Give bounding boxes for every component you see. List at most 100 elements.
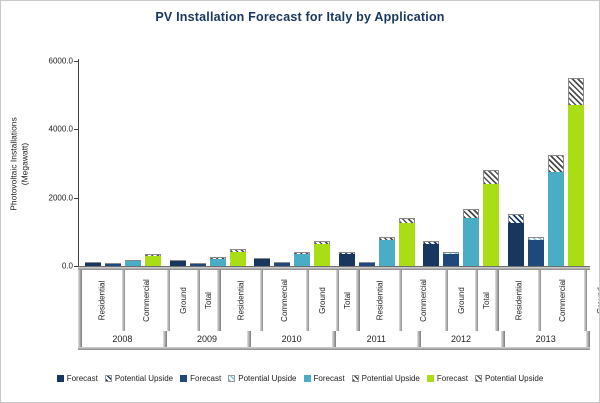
category-cell-residential-2011: Residential bbox=[499, 270, 539, 331]
bar-commercial-2013-forecast bbox=[527, 240, 544, 266]
group-divider-strip bbox=[355, 270, 360, 331]
bar-residential-2009 bbox=[169, 260, 186, 266]
category-label-residential-2009: Residential bbox=[236, 280, 246, 321]
category-cell-total-2008: Total bbox=[200, 270, 217, 331]
bar-commercial-2010-forecast bbox=[274, 263, 291, 266]
bar-cell-total-2012 bbox=[481, 61, 501, 266]
bar-cell-commercial-2012 bbox=[441, 61, 461, 266]
bar-cell-ground-2012 bbox=[461, 61, 481, 266]
category-cell-commercial-2011: Commercial bbox=[541, 270, 584, 331]
bar-commercial-2008-potential-upside bbox=[105, 263, 122, 264]
bar-cell-residential-2009 bbox=[168, 61, 188, 266]
bar-total-2013-potential-upside bbox=[567, 78, 584, 105]
bar-residential-2010-forecast bbox=[254, 259, 271, 266]
category-label-residential-2008: Residential bbox=[97, 280, 107, 321]
legend-swatch-ground-potential-upside bbox=[351, 375, 359, 382]
legend-item-total-forecast: Forecast bbox=[426, 374, 468, 383]
bar-cell-total-2013 bbox=[566, 61, 586, 266]
bar-ground-2008-potential-upside bbox=[125, 260, 142, 261]
category-label-total-2008: Total bbox=[203, 292, 213, 309]
bar-cell-total-2010 bbox=[312, 61, 332, 266]
bar-ground-2012-potential-upside bbox=[463, 209, 480, 218]
legend-item-residential-potential-upside: Potential Upside bbox=[104, 374, 173, 383]
y-tick-mark-4000.0 bbox=[74, 129, 78, 131]
bar-total-2008-potential-upside bbox=[145, 254, 162, 256]
y-axis-title-line2: (Megawatt) bbox=[19, 142, 30, 186]
category-label-ground-2008: Ground bbox=[179, 287, 189, 314]
legend-swatch-ground-forecast bbox=[303, 375, 311, 382]
bar-ground-2011 bbox=[378, 237, 395, 266]
bar-cell-total-2011 bbox=[397, 61, 417, 266]
bar-residential-2008 bbox=[85, 262, 102, 266]
bar-total-2012-potential-upside bbox=[483, 170, 500, 184]
bar-residential-2012-forecast bbox=[423, 244, 440, 266]
category-divider-strip bbox=[538, 270, 542, 331]
category-cell-total-2009: Total bbox=[339, 270, 356, 331]
bar-total-2010-forecast bbox=[314, 244, 331, 266]
bar-cell-ground-2008 bbox=[123, 61, 143, 266]
year-divider-strip bbox=[416, 331, 421, 347]
bar-ground-2011-potential-upside bbox=[378, 237, 395, 240]
bar-cell-commercial-2009 bbox=[188, 61, 208, 266]
bar-ground-2010 bbox=[294, 252, 311, 266]
year-label-2011: 2011 bbox=[366, 334, 387, 344]
bar-cell-residential-2012 bbox=[421, 61, 441, 266]
bar-ground-2010-forecast bbox=[294, 254, 311, 266]
plot-area bbox=[79, 61, 590, 266]
category-cell-ground-2010: Ground bbox=[448, 270, 475, 331]
legend-label-residential-forecast: Forecast bbox=[66, 374, 98, 383]
year-label-2012: 2012 bbox=[451, 334, 472, 344]
year-divider-strip bbox=[162, 331, 167, 347]
bar-commercial-2012-forecast bbox=[443, 254, 460, 266]
category-label-residential-2010: Residential bbox=[374, 280, 384, 321]
bar-group-2009 bbox=[168, 61, 249, 266]
bar-residential-2009-potential-upside bbox=[169, 260, 186, 261]
bar-cell-commercial-2008 bbox=[103, 61, 123, 266]
bar-group-2013 bbox=[506, 61, 587, 266]
bar-ground-2012 bbox=[463, 209, 480, 266]
bar-ground-2009-potential-upside bbox=[209, 257, 226, 259]
chart-title: PV Installation Forecast for Italy by Ap… bbox=[155, 10, 445, 24]
legend-label-commercial-forecast: Forecast bbox=[190, 374, 222, 383]
year-label-2010: 2010 bbox=[281, 334, 302, 344]
bar-total-2010-potential-upside bbox=[314, 241, 331, 244]
bar-cell-ground-2011 bbox=[377, 61, 397, 266]
legend-item-commercial-potential-upside: Potential Upside bbox=[228, 374, 297, 383]
legend-item-residential-forecast: Forecast bbox=[56, 374, 98, 383]
category-divider-strip bbox=[335, 270, 339, 331]
bar-residential-2010-potential-upside bbox=[254, 258, 271, 259]
category-axis-row: Residential Commercial Ground Total Resident… bbox=[78, 270, 599, 331]
bar-cell-total-2008 bbox=[143, 61, 163, 266]
bar-commercial-2010-potential-upside bbox=[274, 262, 291, 263]
category-cell-commercial-2008: Commercial bbox=[125, 270, 168, 331]
bar-cell-residential-2008 bbox=[83, 61, 103, 266]
category-divider-strip bbox=[306, 270, 310, 331]
year-divider-strip bbox=[586, 331, 591, 347]
bar-cell-residential-2010 bbox=[252, 61, 272, 266]
category-label-commercial-2008: Commercial bbox=[141, 279, 151, 322]
bar-commercial-2009-forecast bbox=[189, 264, 206, 266]
category-divider-strip bbox=[474, 270, 478, 331]
category-cell-residential-2009: Residential bbox=[221, 270, 261, 331]
category-cell-residential-2010: Residential bbox=[360, 270, 400, 331]
bar-total-2009-potential-upside bbox=[229, 249, 246, 252]
bar-cell-ground-2009 bbox=[208, 61, 228, 266]
bar-total-2013 bbox=[567, 78, 584, 266]
legend-item-ground-potential-upside: Potential Upside bbox=[351, 374, 420, 383]
bar-residential-2011 bbox=[338, 252, 355, 266]
bar-cell-residential-2013 bbox=[506, 61, 526, 266]
legend-label-commercial-potential-upside: Potential Upside bbox=[238, 374, 297, 383]
axis-bottom-band bbox=[78, 347, 590, 350]
bar-ground-2013-forecast bbox=[547, 172, 564, 266]
year-divider-strip bbox=[78, 331, 82, 347]
legend-item-total-potential-upside: Potential Upside bbox=[475, 374, 543, 383]
bar-group-2011 bbox=[337, 61, 418, 266]
bar-commercial-2009 bbox=[189, 263, 206, 266]
y-tick-6000.0: 6000.0 bbox=[48, 56, 73, 66]
category-label-commercial-2009: Commercial bbox=[280, 279, 290, 322]
bar-residential-2009-forecast bbox=[169, 261, 186, 266]
bar-cell-ground-2010 bbox=[292, 61, 312, 266]
bar-cell-total-2009 bbox=[228, 61, 248, 266]
category-cell-commercial-2010: Commercial bbox=[402, 270, 445, 331]
